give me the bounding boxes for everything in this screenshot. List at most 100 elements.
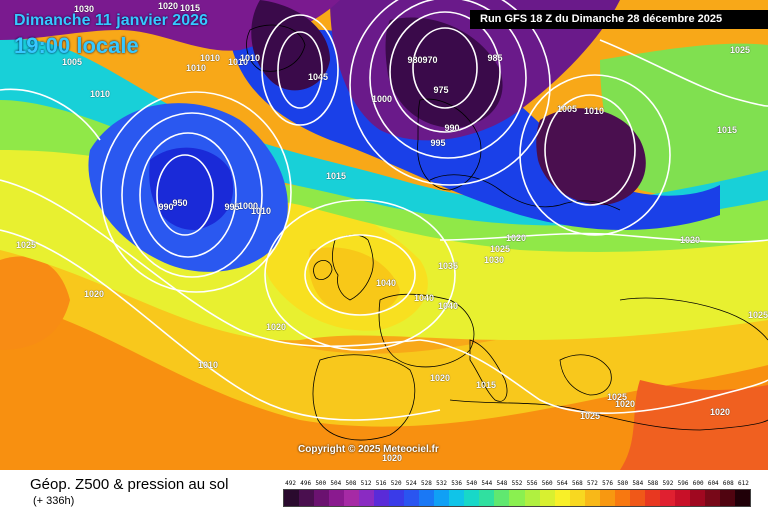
ireland-coast [313,260,333,280]
isobar-label: 1020 [614,399,636,409]
scale-swatch [644,490,660,506]
isobar-label: 1040 [413,293,435,303]
isobar-low-n-2 [389,11,501,133]
scale-label: 612 [738,480,749,487]
isobar-label: 1025 [489,244,511,254]
forecast-time: 19:00 locale [14,33,139,58]
isobar-label: 1015 [325,171,347,181]
field-hotspot-se [620,380,768,470]
isobar-label: 990 [158,202,174,212]
scale-label: 536 [451,480,463,487]
field-green-belt [0,88,768,252]
isobar-label: 990 [444,123,460,133]
italy-coast [469,339,508,402]
isobar-label: 980 [407,55,423,65]
isobar-label: 1000 [371,94,393,104]
isobar-label: 1005 [61,57,83,67]
scale-swatch [629,490,645,506]
scale-label: 540 [466,480,478,487]
scale-swatch [344,490,360,506]
isobar-high-nw-1 [277,31,323,109]
scale-swatch [524,490,540,506]
isobar-band-1 [0,179,421,348]
scale-label: 552 [511,480,523,487]
isobar-label: 1010 [250,206,272,216]
scale-swatch [554,490,570,506]
isobar-band-4 [439,232,768,243]
isobar-label: 995 [224,202,240,212]
isobar-high-c-1 [304,234,416,316]
scale-label: 548 [496,480,508,487]
isobar-label: 950 [172,198,188,208]
scale-label: 596 [677,480,689,487]
scale-label: 496 [300,480,312,487]
isobar-label: 1000 [237,201,259,211]
isobar-label: 1010 [197,360,219,370]
scale-swatch [659,490,675,506]
scale-swatch [734,490,750,506]
scale-swatch [614,490,630,506]
isobar-low-n-1 [412,27,478,109]
weather-map [0,0,768,470]
scale-swatch [299,490,315,506]
scale-swatch [449,490,465,506]
model-run-label: Run GFS 18 Z du Dimanche 28 décembre 202… [470,10,768,29]
isobar-label: 1020 [505,233,527,243]
scale-label: 568 [571,480,583,487]
isobar-label: 970 [422,55,438,65]
isobar-label: 1040 [437,301,459,311]
isobar-label: 1040 [375,278,397,288]
scale-swatch [434,490,450,506]
scale-label: 600 [692,480,704,487]
scale-label: 500 [315,480,327,487]
scale-label: 564 [556,480,568,487]
isobar-label: 1015 [716,125,738,135]
scale-swatch [284,490,300,506]
isobar-label: 1025 [747,310,768,320]
isobar-low-e-2 [519,74,671,236]
scale-swatch [494,490,510,506]
isobar-band-3 [419,339,768,414]
scale-label: 580 [617,480,629,487]
scale-label: 508 [345,480,357,487]
isobar-label: 1010 [199,53,221,63]
scale-swatch [704,490,720,506]
isobar-label: 1035 [437,261,459,271]
scale-swatch [509,490,525,506]
isobar-low-w-4 [100,91,292,293]
isobar-low-w-1 [156,154,214,236]
iceland-coast [246,24,306,72]
isobar-label: 1010 [227,57,249,67]
isobar-high-nw-2 [261,14,339,126]
field-purple-low-e [536,108,646,205]
scale-swatch [329,490,345,506]
scale-swatch [314,490,330,506]
color-scale-labels: 492 496 500 504 508 512 516 520 524 528 532 536 540 5… [283,480,751,490]
isobar-label: 1025 [15,240,37,250]
isobar-label: 1015 [475,380,497,390]
isobars [0,0,768,421]
isobar-high-c-2 [264,199,456,351]
scale-swatch [599,490,615,506]
scale-label: 604 [707,480,719,487]
scale-label: 528 [420,480,432,487]
isobar-label: 1010 [583,106,605,116]
scale-swatch [719,490,735,506]
isobar-label: 1020 [679,235,701,245]
britain-coast [332,234,374,301]
scale-swatch [689,490,705,506]
scale-swatch [419,490,435,506]
scale-label: 584 [632,480,644,487]
isobar-low-n-3 [369,0,527,159]
scale-label: 588 [647,480,659,487]
isobar-label: 1025 [729,45,751,55]
isobar-band-2 [0,229,441,421]
isobar-low-n-4 [349,0,551,186]
scale-label: 608 [722,480,734,487]
scale-swatch [389,490,405,506]
black-sea-coast [619,297,768,341]
forecast-date: Dimanche 11 janvier 2026 [14,12,208,29]
isobar-label: 1020 [429,373,451,383]
isobar-label: 1030 [73,4,95,14]
scale-label: 544 [481,480,493,487]
